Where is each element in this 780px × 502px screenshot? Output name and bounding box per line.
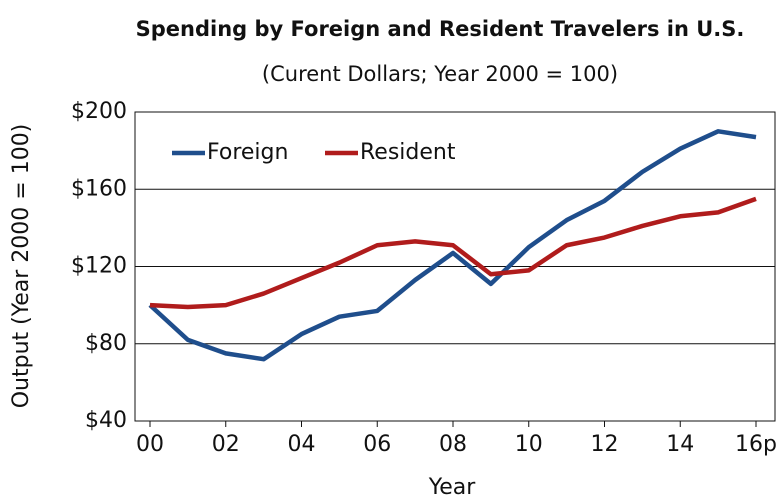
x-axis-label: Year — [428, 475, 477, 500]
legend-label: Foreign — [207, 140, 288, 165]
y-tick-label: $40 — [85, 408, 127, 433]
chart-subtitle: (Curent Dollars; Year 2000 = 100) — [262, 62, 618, 86]
x-tick-label: 02 — [212, 432, 240, 457]
x-tick-label: 08 — [439, 432, 467, 457]
y-tick-label: $200 — [71, 99, 127, 124]
y-axis-label: Output (Year 2000 = 100) — [9, 124, 34, 409]
y-tick-label: $80 — [85, 331, 127, 356]
x-tick-label: 04 — [288, 432, 316, 457]
legend-label: Resident — [360, 140, 456, 165]
x-tick-label: 10 — [515, 432, 543, 457]
x-tick-label: 06 — [363, 432, 391, 457]
series-line — [149, 196, 757, 310]
y-tick-label: $120 — [71, 254, 127, 279]
chart-title: Spending by Foreign and Resident Travele… — [136, 17, 745, 41]
x-tick-label: 00 — [136, 432, 164, 457]
series-line — [148, 129, 757, 362]
y-tick-label: $160 — [71, 176, 127, 201]
x-tick-label: 16p — [735, 432, 777, 457]
x-tick-label: 14 — [666, 432, 694, 457]
x-tick-label: 12 — [591, 432, 619, 457]
